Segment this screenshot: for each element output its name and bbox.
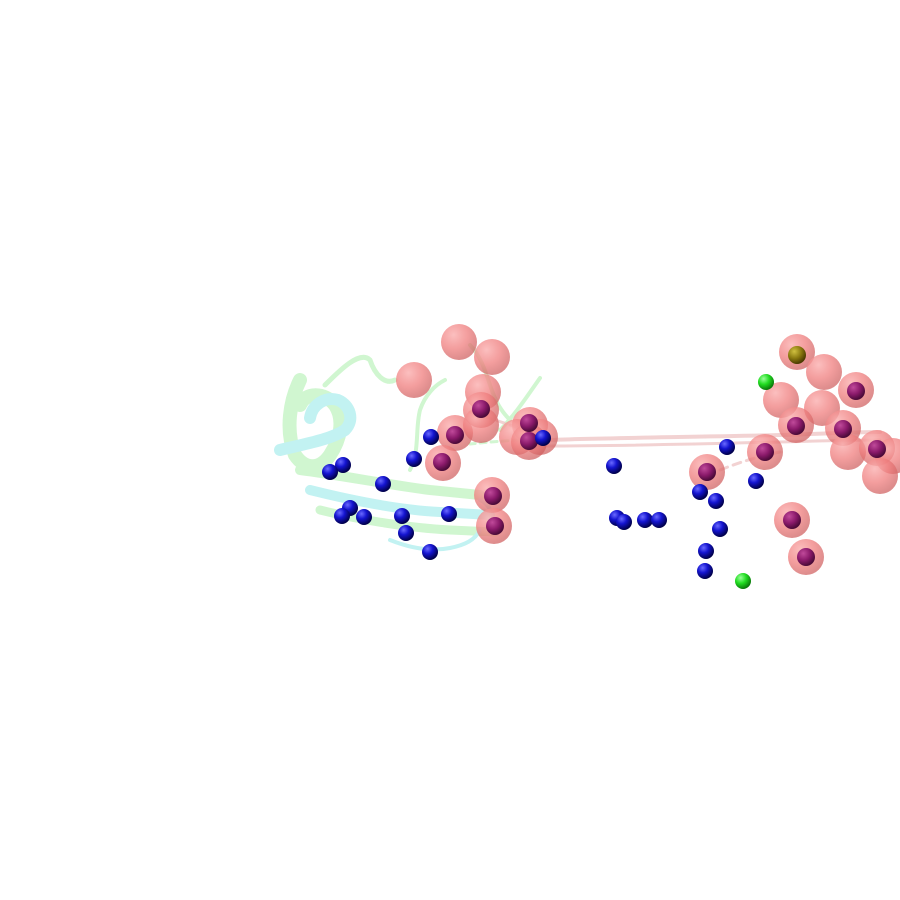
blue-atom-sphere xyxy=(422,544,438,560)
purple-atom-sphere xyxy=(433,453,451,471)
purple-atom-sphere xyxy=(787,417,805,435)
purple-atom-sphere xyxy=(797,548,815,566)
purple-atom-sphere xyxy=(868,440,886,458)
blue-atom-sphere xyxy=(719,439,735,455)
blue-atom-sphere xyxy=(335,457,351,473)
blue-atom-sphere xyxy=(606,458,622,474)
blue-atom-sphere xyxy=(375,476,391,492)
blue-atom-sphere xyxy=(334,508,350,524)
loop-top xyxy=(322,355,398,388)
purple-atom-sphere xyxy=(698,463,716,481)
salmon-atom-sphere xyxy=(806,354,842,390)
blue-atom-sphere xyxy=(423,429,439,445)
purple-atom-sphere xyxy=(783,511,801,529)
blue-atom-sphere xyxy=(637,512,653,528)
blue-atom-sphere xyxy=(651,512,667,528)
blue-atom-sphere xyxy=(535,430,551,446)
purple-atom-sphere xyxy=(486,517,504,535)
blue-atom-sphere xyxy=(441,506,457,522)
purple-atom-sphere xyxy=(446,426,464,444)
blue-atom-sphere xyxy=(394,508,410,524)
beta-strand-2 xyxy=(305,485,495,520)
helix-ribbon xyxy=(282,373,348,474)
salmon-atom-sphere xyxy=(441,324,477,360)
salmon-atom-sphere xyxy=(396,362,432,398)
green-atom-sphere xyxy=(735,573,751,589)
blue-atom-sphere xyxy=(322,464,338,480)
blue-atom-sphere xyxy=(406,451,422,467)
olive-atom-sphere xyxy=(788,346,806,364)
helix-ribbon-2 xyxy=(274,393,357,456)
purple-atom-sphere xyxy=(472,400,490,418)
blue-atom-sphere xyxy=(748,473,764,489)
salmon-atom-sphere xyxy=(862,458,898,494)
blue-atom-layer xyxy=(322,429,764,579)
green-atom-layer xyxy=(735,374,774,589)
salmon-atom-sphere xyxy=(474,339,510,375)
blue-atom-sphere xyxy=(698,543,714,559)
blue-atom-sphere xyxy=(697,563,713,579)
purple-atom-sphere xyxy=(520,432,538,450)
green-atom-sphere xyxy=(758,374,774,390)
beta-strand-1 xyxy=(295,465,485,500)
purple-atom-sphere xyxy=(520,414,538,432)
loop-bottom xyxy=(388,528,482,552)
blue-atom-sphere xyxy=(616,514,632,530)
salmon-atom-layer xyxy=(396,324,900,575)
blue-atom-sphere xyxy=(356,509,372,525)
purple-atom-sphere xyxy=(484,487,502,505)
blue-atom-sphere xyxy=(398,525,414,541)
purple-atom-sphere xyxy=(756,443,774,461)
blue-atom-sphere xyxy=(708,493,724,509)
blue-atom-sphere xyxy=(692,484,708,500)
purple-atom-sphere xyxy=(834,420,852,438)
salmon-atom-sphere xyxy=(830,434,866,470)
purple-atom-sphere xyxy=(847,382,865,400)
blue-atom-sphere xyxy=(712,521,728,537)
salmon-atom-sphere xyxy=(463,407,499,443)
purple-atom-layer xyxy=(433,346,886,566)
